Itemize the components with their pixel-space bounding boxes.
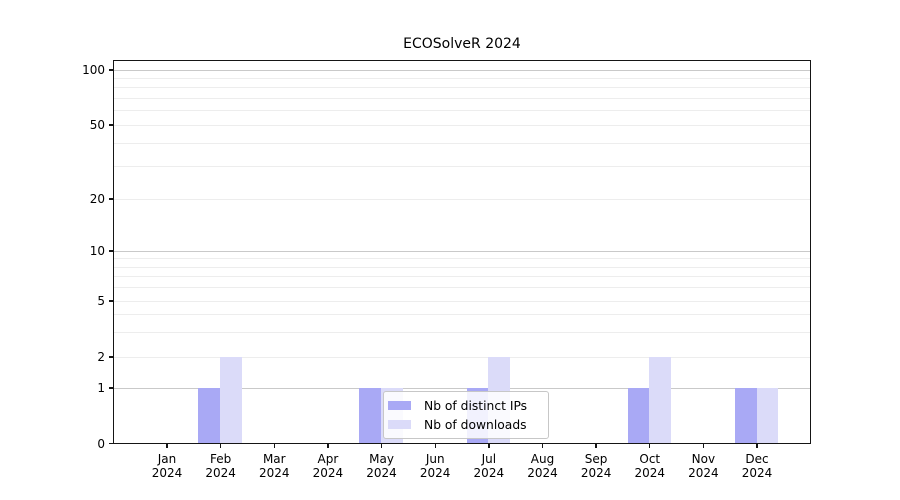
- y-tick-mark-20: [109, 198, 113, 200]
- x-tick-label-may: May 2024: [366, 451, 397, 480]
- x-tick-label-oct: Oct 2024: [634, 451, 666, 480]
- legend: Nb of distinct IPs Nb of downloads: [383, 391, 549, 439]
- y-tick-mark-10: [109, 250, 113, 252]
- x-tick-label-aug: Aug 2024: [527, 451, 558, 480]
- y-tick-mark-2: [109, 356, 113, 358]
- x-tick-mark-apr: [327, 443, 329, 448]
- chart-title: ECOSolveR 2024: [403, 36, 521, 52]
- y-tick-label-100: 100: [82, 63, 105, 77]
- x-tick-mark-nov: [702, 443, 705, 448]
- x-tick-label-jul: Jul 2024: [473, 451, 505, 480]
- gridline-y-90: [114, 77, 810, 79]
- gridline-y-4: [114, 314, 810, 316]
- bar-distinct-ips-feb: [198, 387, 221, 444]
- bar-distinct-ips-may: [359, 387, 382, 444]
- y-tick-label-50: 50: [89, 118, 105, 132]
- legend-swatch-icon: [388, 401, 411, 410]
- bar-downloads-dec: [756, 387, 779, 444]
- gridline-y-8: [114, 266, 810, 268]
- gridline-y-20: [114, 198, 810, 200]
- bar-distinct-ips-dec: [734, 387, 757, 444]
- gridline-y-7: [114, 276, 810, 278]
- y-tick-mark-0: [109, 442, 113, 445]
- legend-label: Nb of downloads: [424, 417, 527, 432]
- x-tick-mark-jan: [166, 443, 168, 448]
- y-tick-label-5: 5: [97, 294, 105, 308]
- y-tick-label-2: 2: [97, 350, 105, 364]
- x-tick-mark-jul: [488, 443, 490, 448]
- x-tick-label-jan: Jan 2024: [151, 451, 183, 480]
- x-tick-mark-may: [380, 443, 383, 448]
- gridline-y-70: [114, 97, 810, 99]
- x-tick-label-jun: Jun 2024: [419, 451, 451, 480]
- y-tick-label-10: 10: [89, 244, 105, 258]
- y-tick-mark-100: [109, 69, 113, 71]
- gridline-y-10: [114, 250, 810, 252]
- gridline-y-40: [114, 142, 810, 144]
- gridline-y-5: [114, 300, 810, 302]
- x-tick-mark-dec: [756, 443, 758, 448]
- x-tick-label-apr: Apr 2024: [312, 451, 344, 480]
- legend-item-downloads: Nb of downloads: [388, 415, 542, 434]
- gridline-y-9: [114, 258, 810, 260]
- legend-swatch-icon: [388, 420, 411, 429]
- y-tick-label-1: 1: [97, 381, 105, 395]
- gridline-y-6: [114, 287, 810, 289]
- legend-item-distinct-ips: Nb of distinct IPs: [388, 396, 542, 415]
- y-tick-mark-1: [109, 387, 113, 389]
- gridline-y-1: [114, 387, 810, 389]
- gridline-y-50: [114, 124, 810, 126]
- gridline-y-100: [114, 69, 810, 71]
- x-tick-label-feb: Feb 2024: [205, 451, 236, 480]
- legend-label: Nb of distinct IPs: [424, 398, 528, 413]
- gridline-y-30: [114, 165, 810, 167]
- bar-downloads-feb: [220, 356, 243, 444]
- plot-area: [113, 60, 811, 444]
- x-tick-mark-oct: [649, 443, 651, 448]
- bar-distinct-ips-oct: [627, 387, 650, 444]
- x-tick-mark-sep: [595, 443, 597, 448]
- y-tick-label-20: 20: [89, 192, 105, 206]
- y-tick-mark-5: [109, 300, 113, 302]
- y-tick-label-0: 0: [97, 436, 105, 451]
- x-tick-mark-mar: [273, 443, 275, 448]
- gridline-y-60: [114, 110, 810, 112]
- gridline-y-2: [114, 356, 810, 358]
- gridline-y-80: [114, 87, 810, 89]
- x-tick-label-nov: Nov 2024: [688, 451, 719, 480]
- x-tick-label-mar: Mar 2024: [258, 451, 290, 480]
- bar-downloads-oct: [649, 356, 672, 444]
- x-tick-label-sep: Sep 2024: [580, 451, 612, 480]
- x-tick-mark-feb: [219, 443, 222, 448]
- x-tick-mark-aug: [541, 443, 544, 448]
- gridline-y-3: [114, 331, 810, 333]
- x-tick-label-dec: Dec 2024: [741, 451, 773, 480]
- y-tick-mark-50: [109, 124, 113, 126]
- x-tick-mark-jun: [434, 443, 436, 448]
